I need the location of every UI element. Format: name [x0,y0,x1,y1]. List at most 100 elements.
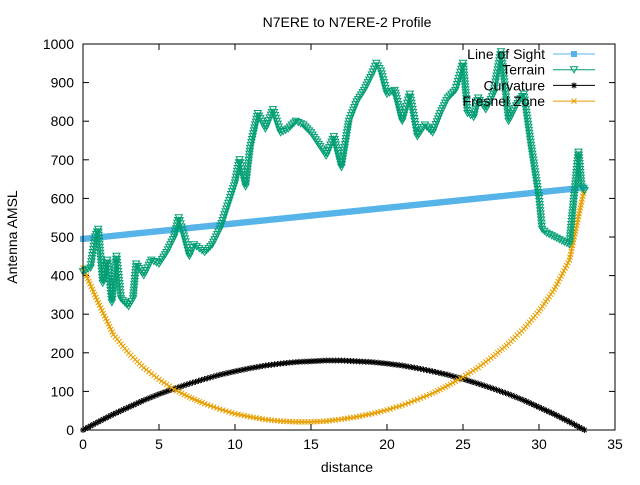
data-point [489,87,499,96]
data-point [554,281,560,288]
data-point [98,276,108,285]
data-point [551,286,558,293]
data-point [224,196,234,205]
data-point [342,129,352,137]
data-point [397,117,407,126]
data-point [447,372,454,379]
data-point [245,147,255,156]
data-point [298,358,305,365]
data-point [571,82,577,89]
data-point [491,78,500,87]
data-point [228,185,238,193]
data-point [539,303,546,310]
data-point [499,388,506,395]
data-point [472,100,482,108]
data-point [399,111,409,120]
data-point [561,267,567,274]
data-point [429,368,436,375]
data-point [159,390,166,397]
data-point [537,305,544,312]
data-point [314,357,321,364]
data-point [289,359,296,366]
data-point [204,375,211,382]
data-point [402,401,409,407]
data-point [470,108,480,116]
data-point [195,377,202,384]
data-point [162,388,169,395]
data-point [463,376,470,383]
data-point [466,377,473,384]
data-point [323,357,330,364]
data-point [253,364,260,371]
data-point [568,420,575,427]
data-point [451,86,460,95]
y-axis-label: Antenna AMSL [4,190,20,284]
data-point [424,125,434,133]
data-point [115,408,122,415]
data-point [574,422,580,429]
data-point [97,417,104,424]
data-point [471,102,481,111]
data-point [580,187,589,195]
data-point [467,369,474,376]
data-point [248,130,258,138]
data-point [549,289,556,295]
data-point [552,283,559,290]
data-point [502,390,509,397]
data-point [343,126,352,134]
data-point [470,367,476,374]
data-point [107,412,114,419]
data-point [216,371,223,378]
data-point [89,242,99,251]
data-point [576,424,583,431]
data-point [337,164,346,172]
data-point [192,243,201,251]
data-point [231,176,240,185]
data-point [571,51,577,57]
data-point [341,135,351,143]
data-point [365,358,372,365]
data-point [232,170,242,179]
data-point [326,357,333,364]
data-point [171,225,181,233]
data-point [245,144,255,153]
data-point [463,109,472,118]
data-point [192,378,199,385]
data-point [558,415,565,422]
x-axis-label: distance [321,459,373,475]
data-point [444,371,451,378]
data-point [245,150,254,159]
data-point [563,417,570,424]
y-tick-label: 200 [51,345,75,361]
data-point [95,418,102,425]
data-point [295,358,302,365]
data-point [210,373,217,380]
data-point [422,123,432,131]
data-point [213,405,220,411]
data-point [569,66,579,74]
data-point [230,179,240,187]
data-point [340,143,350,152]
data-point [87,258,96,266]
data-point [222,205,231,214]
data-point [538,405,545,412]
data-point [420,394,427,400]
data-point [399,362,406,369]
data-point [420,366,427,373]
data-point [563,262,570,269]
data-point [347,357,354,364]
data-point [341,357,348,364]
data-point [414,396,421,403]
data-point [338,155,348,163]
data-point [469,113,479,122]
data-point [420,121,430,130]
data-point [268,361,275,368]
data-point [505,391,512,398]
data-point [405,363,412,370]
data-point [525,399,532,406]
data-point [177,383,184,390]
data-point [342,132,351,140]
data-point [277,360,284,367]
